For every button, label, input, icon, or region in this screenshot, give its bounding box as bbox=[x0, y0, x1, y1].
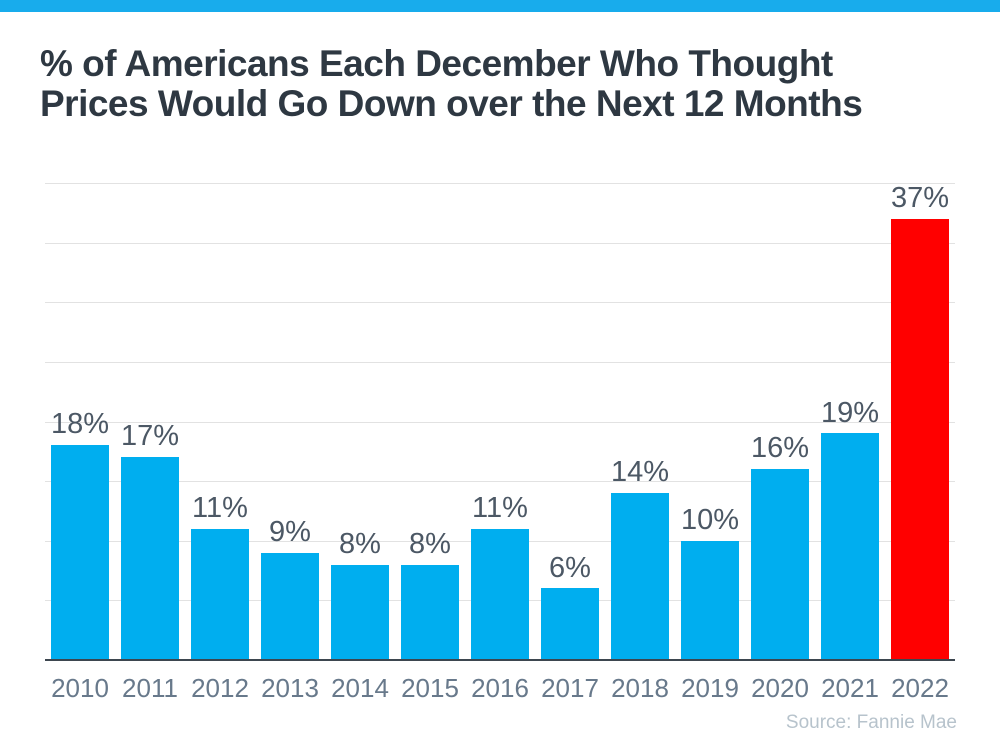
bar-value-label-2011: 17% bbox=[120, 420, 180, 453]
bar-value-label-2022: 37% bbox=[890, 182, 950, 214]
bar-value-label-2017: 6% bbox=[549, 551, 591, 584]
bar-2018 bbox=[610, 493, 670, 660]
x-axis-label-2020: 2020 bbox=[751, 673, 809, 703]
bar-2010 bbox=[50, 445, 110, 660]
x-axis-label-2014: 2014 bbox=[331, 673, 389, 703]
bar-2014 bbox=[330, 564, 390, 660]
bar-2012 bbox=[190, 528, 250, 660]
bars-row: 18% 17% 11% 9% 8% 8% 11% 6% 14% 10% 16% 19% 37% bbox=[45, 182, 955, 660]
bar-column-2021: 19% bbox=[815, 183, 885, 660]
bar-2011 bbox=[120, 457, 180, 660]
bar-value-label-2021: 19% bbox=[820, 396, 880, 429]
bar-value-label-2013: 9% bbox=[269, 515, 311, 548]
bar-value-label-2020: 16% bbox=[750, 432, 810, 465]
bar-2016 bbox=[470, 528, 530, 660]
bar-column-2011: 17% bbox=[115, 183, 185, 660]
bar-value-label-2015: 8% bbox=[409, 527, 451, 560]
bar-2021 bbox=[820, 433, 880, 660]
gridline-15 bbox=[45, 481, 955, 483]
bar-column-2015: 8% bbox=[395, 183, 465, 660]
bar-value-label-2019: 10% bbox=[680, 503, 740, 536]
bar-column-2018: 14% bbox=[605, 183, 675, 660]
bar-column-2022: 37% bbox=[885, 182, 955, 660]
bar-column-2019: 10% bbox=[675, 183, 745, 660]
bar-2020 bbox=[750, 469, 810, 660]
x-axis-label-2013: 2013 bbox=[261, 673, 319, 703]
bar-value-label-2014: 8% bbox=[339, 527, 381, 560]
x-axis-label-2011: 2011 bbox=[122, 673, 178, 703]
bar-2022 bbox=[890, 218, 950, 660]
bar-value-label-2016: 11% bbox=[472, 491, 528, 524]
gridline-20 bbox=[45, 421, 955, 423]
gridline-35 bbox=[45, 242, 955, 244]
x-axis-label-2022: 2022 bbox=[891, 673, 949, 703]
bar-column-2014: 8% bbox=[325, 183, 395, 660]
bar-column-2010: 18% bbox=[45, 183, 115, 660]
chart-title-line2: Prices Would Go Down over the Next 12 Mo… bbox=[40, 82, 863, 124]
bar-column-2020: 16% bbox=[745, 183, 815, 660]
bar-2019 bbox=[680, 540, 740, 660]
x-axis-label-2012: 2012 bbox=[191, 673, 249, 703]
plot-area: 18% 17% 11% 9% 8% 8% 11% 6% 14% 10% 16% 19% 37% bbox=[45, 182, 955, 661]
bar-2017 bbox=[540, 588, 600, 660]
gridline-25 bbox=[45, 361, 955, 363]
chart-title-line1: % of Americans Each December Who Thought bbox=[40, 43, 833, 84]
x-axis-label-2017: 2017 bbox=[541, 673, 599, 703]
x-axis-labels-row: 2010 2011 2012 2013 2014 2015 2016 2017 2018 2019… bbox=[45, 662, 955, 704]
gridline-30 bbox=[45, 302, 955, 304]
gridline-40 bbox=[45, 183, 955, 184]
bar-value-label-2012: 11% bbox=[192, 491, 248, 524]
top-accent-strip bbox=[0, 0, 1000, 12]
x-axis-label-2021: 2021 bbox=[821, 673, 879, 703]
source-note: Source: Fannie Mae bbox=[785, 712, 957, 733]
chart-title: % of Americans Each December Who Thought… bbox=[40, 44, 960, 124]
bar-column-2017: 6% bbox=[535, 183, 605, 660]
bar-column-2012: 11% bbox=[185, 183, 255, 660]
bar-value-label-2018: 14% bbox=[610, 456, 670, 489]
x-axis-label-2019: 2019 bbox=[681, 673, 739, 703]
x-axis-label-2015: 2015 bbox=[401, 673, 459, 703]
bar-column-2016: 11% bbox=[465, 183, 535, 660]
bar-2015 bbox=[400, 564, 460, 660]
x-axis-baseline bbox=[45, 659, 955, 661]
bar-value-label-2010: 18% bbox=[50, 408, 110, 441]
x-axis-label-2010: 2010 bbox=[51, 673, 109, 703]
x-axis-label-2016: 2016 bbox=[471, 673, 529, 703]
x-axis-label-2018: 2018 bbox=[611, 673, 669, 703]
bar-2013 bbox=[260, 552, 320, 660]
bar-column-2013: 9% bbox=[255, 183, 325, 660]
